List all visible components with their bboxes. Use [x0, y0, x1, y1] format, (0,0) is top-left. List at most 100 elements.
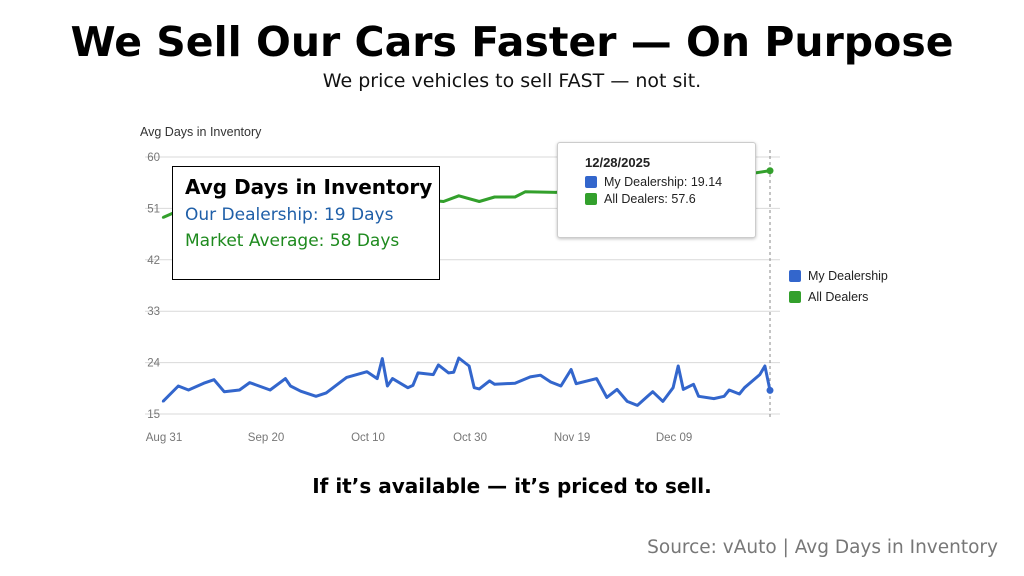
x-tick-label: Sep 20: [248, 432, 284, 444]
data-point: [447, 371, 450, 375]
data-point: [554, 191, 557, 194]
data-point: [161, 216, 165, 219]
data-point: [488, 379, 491, 383]
data-point: [574, 382, 578, 385]
annotation-heading: Avg Days in Inventory: [185, 175, 433, 199]
data-point: [513, 195, 517, 199]
dealership-swatch-icon: [585, 176, 597, 188]
data-point: [289, 384, 292, 388]
data-point: [595, 377, 598, 380]
chart-legend: My Dealership All Dealers: [789, 265, 888, 307]
data-point: [345, 376, 348, 379]
data-point: [437, 363, 440, 367]
x-tick-label: Nov 19: [554, 432, 590, 444]
tooltip-all-dealers: All Dealers: 57.6: [604, 192, 696, 206]
chart-tooltip: 12/28/2025 My Dealership: 19.14 All Deal…: [557, 142, 756, 238]
data-point: [529, 375, 532, 379]
data-point: [712, 397, 716, 400]
data-point: [314, 395, 318, 398]
chart-title: Avg Days in Inventory: [140, 125, 262, 139]
data-point: [539, 373, 542, 377]
tooltip-date: 12/28/2025: [585, 155, 651, 170]
data-point: [523, 190, 527, 194]
data-point: [676, 364, 680, 368]
data-point: [457, 356, 461, 360]
data-point: [365, 370, 369, 373]
data-point: [738, 392, 741, 396]
legend-label: All Dealers: [808, 289, 869, 304]
y-tick-label: 42: [147, 255, 160, 267]
legend-item-my-dealership[interactable]: My Dealership: [789, 265, 888, 286]
annotation-dealership: Our Dealership: 19 Days: [185, 205, 394, 225]
data-point: [569, 368, 573, 371]
data-point: [763, 364, 767, 368]
data-point: [411, 384, 415, 387]
data-point: [493, 195, 496, 199]
tooltip-dealership: My Dealership: 19.14: [604, 175, 723, 189]
x-tick-label: Dec 09: [656, 432, 692, 444]
legend-swatch-icon: [789, 290, 801, 303]
legend-item-all-dealers[interactable]: All Dealers: [789, 286, 888, 307]
data-point: [646, 395, 649, 398]
data-point: [161, 400, 165, 403]
data-point: [442, 200, 445, 203]
data-point: [212, 378, 216, 381]
data-point: [758, 373, 761, 376]
data-point: [467, 364, 471, 368]
data-point: [625, 400, 629, 403]
data-point: [238, 388, 241, 392]
data-point: [386, 384, 389, 388]
data-point: [651, 390, 654, 393]
data-point: [743, 386, 746, 389]
data-point: [559, 384, 563, 388]
annotation-market: Market Average: 58 Days: [185, 231, 400, 251]
data-point: [722, 395, 726, 398]
data-point: [452, 371, 455, 374]
x-tick-label: Oct 30: [453, 432, 487, 444]
data-point: [636, 404, 639, 407]
data-point: [766, 386, 774, 394]
data-point: [376, 377, 379, 380]
data-point: [432, 373, 435, 376]
data-point: [416, 371, 420, 375]
x-tick-label: Aug 31: [146, 432, 182, 444]
y-tick-label: 51: [147, 203, 160, 215]
annotation-box: Avg Days in Inventory Our Dealership: 19…: [172, 166, 440, 280]
data-point: [472, 386, 476, 389]
data-point: [177, 384, 180, 388]
data-point: [692, 383, 695, 386]
data-point: [766, 167, 774, 175]
data-point: [671, 386, 675, 389]
data-point: [248, 381, 251, 384]
data-point: [406, 386, 410, 389]
data-point: [381, 357, 384, 360]
y-tick-label: 60: [147, 152, 160, 164]
data-point: [478, 387, 481, 391]
data-point: [457, 194, 461, 198]
page-subtitle: We price vehicles to sell FAST — not sit…: [322, 70, 702, 92]
data-point: [391, 377, 394, 380]
data-point: [661, 400, 665, 403]
data-point: [284, 377, 287, 380]
data-point: [268, 388, 272, 392]
y-tick-label: 33: [147, 306, 160, 318]
data-point: [299, 389, 302, 393]
page-title: We Sell Our Cars Faster — On Purpose: [70, 18, 954, 66]
data-point: [187, 388, 190, 392]
data-point: [605, 396, 608, 399]
data-point: [478, 200, 481, 203]
data-point: [325, 391, 328, 395]
data-point: [697, 395, 700, 398]
y-tick-label: 15: [147, 409, 160, 421]
data-point: [223, 390, 226, 393]
source-note: Source: vAuto | Avg Days in Inventory: [647, 537, 998, 558]
data-point: [682, 388, 685, 391]
all-dealers-swatch-icon: [585, 193, 597, 205]
data-point: [727, 388, 731, 392]
data-point: [493, 383, 496, 386]
data-point: [549, 380, 552, 384]
legend-swatch-icon: [789, 269, 801, 282]
tagline: If it’s available — it’s priced to sell.: [312, 474, 712, 498]
data-point: [513, 381, 517, 385]
